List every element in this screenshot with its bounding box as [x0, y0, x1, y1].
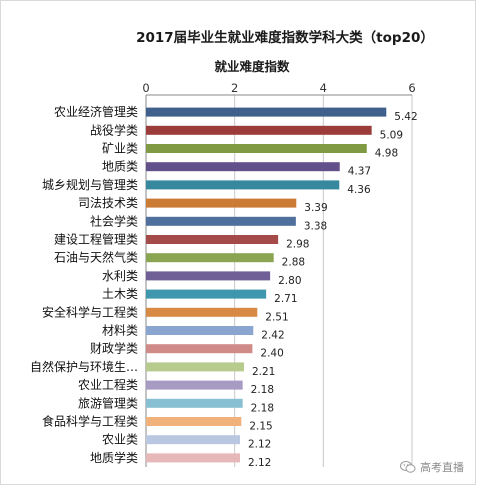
- bar: [146, 417, 242, 426]
- value-label: 4.36: [347, 184, 371, 196]
- bar: [146, 453, 240, 463]
- watermark: 高考直播: [400, 459, 464, 475]
- bar: [146, 271, 271, 281]
- tick-label: 4: [320, 81, 327, 95]
- value-label: 2.18: [251, 384, 274, 396]
- tick-label: 6: [408, 81, 415, 95]
- value-label: 2.15: [249, 421, 272, 433]
- category-label: 农业工程类: [78, 377, 138, 392]
- category-label: 材料类: [102, 324, 138, 338]
- bar: [146, 380, 243, 390]
- category-label: 农业经济管理类: [54, 104, 138, 119]
- value-label: 4.98: [375, 148, 398, 160]
- category-label: 土木类: [102, 287, 138, 301]
- bar: [146, 344, 253, 354]
- bar: [146, 398, 243, 408]
- axis-title: 就业难度指数: [214, 59, 290, 74]
- bar: [146, 144, 367, 153]
- category-label: 司法技术类: [78, 196, 138, 210]
- category-label: 旅游管理类: [78, 395, 138, 410]
- value-label: 2.98: [286, 239, 309, 251]
- bar: [146, 125, 372, 135]
- value-label: 2.88: [282, 257, 305, 269]
- value-label: 2.12: [248, 457, 271, 469]
- category-label: 食品科学与工程类: [42, 414, 138, 429]
- value-label: 3.39: [304, 202, 327, 214]
- category-label: 水利类: [102, 269, 138, 283]
- category-label: 矿业类: [102, 142, 138, 156]
- bar: [146, 435, 240, 445]
- category-label: 地质类: [102, 160, 138, 174]
- category-label: 地质学类: [90, 450, 138, 465]
- bar: [146, 180, 340, 190]
- bar: [146, 107, 387, 117]
- value-label-layer: 5.42 5.09 4.98 4.37 4.36 3.39 3.38 2.98 2.88 2.80…: [248, 111, 418, 469]
- bar: [146, 326, 254, 335]
- bar-layer: [146, 107, 387, 463]
- value-label: 2.12: [248, 439, 271, 451]
- category-label: 农业类: [102, 433, 138, 447]
- value-label: 2.80: [278, 275, 301, 287]
- tick-label: 2: [231, 81, 238, 95]
- bar: [146, 289, 267, 299]
- value-label: 2.42: [261, 330, 284, 342]
- value-label: 4.37: [348, 166, 371, 178]
- category-label: 社会学类: [90, 213, 138, 228]
- bar: [146, 307, 258, 317]
- chart-title: 2017届毕业生就业难度指数学科大类（top20）: [136, 29, 434, 46]
- category-label: 财政学类: [90, 341, 138, 356]
- value-label: 5.09: [380, 129, 403, 141]
- value-label: 3.38: [304, 220, 327, 232]
- category-label: 安全科学与工程类: [42, 304, 138, 319]
- tick-layer: 0 2 4 6: [142, 81, 415, 95]
- bar: [146, 162, 340, 172]
- category-label: 自然保护与环境生…: [30, 359, 138, 374]
- watermark-text: 高考直播: [420, 461, 464, 474]
- value-label: 5.42: [394, 111, 417, 123]
- bar: [146, 235, 279, 244]
- bar: [146, 362, 244, 372]
- value-label: 2.71: [274, 293, 297, 305]
- category-label: 石油与天然气类: [54, 250, 138, 265]
- wechat-icon: [400, 460, 416, 474]
- bar: [146, 216, 296, 226]
- value-label: 2.21: [252, 366, 275, 378]
- category-label: 建设工程管理类: [54, 232, 138, 247]
- category-label: 城乡规划与管理类: [42, 177, 138, 192]
- bar: [146, 198, 297, 208]
- tick-label: 0: [142, 81, 149, 95]
- value-label: 2.18: [251, 402, 274, 414]
- category-label: 战役学类: [90, 122, 138, 137]
- bar: [146, 253, 274, 263]
- value-label: 2.40: [260, 348, 283, 360]
- category-label-layer: 农业经济管理类战役学类矿业类地质类城乡规划与管理类司法技术类社会学类建设工程管理…: [30, 104, 138, 465]
- value-label: 2.51: [265, 311, 288, 323]
